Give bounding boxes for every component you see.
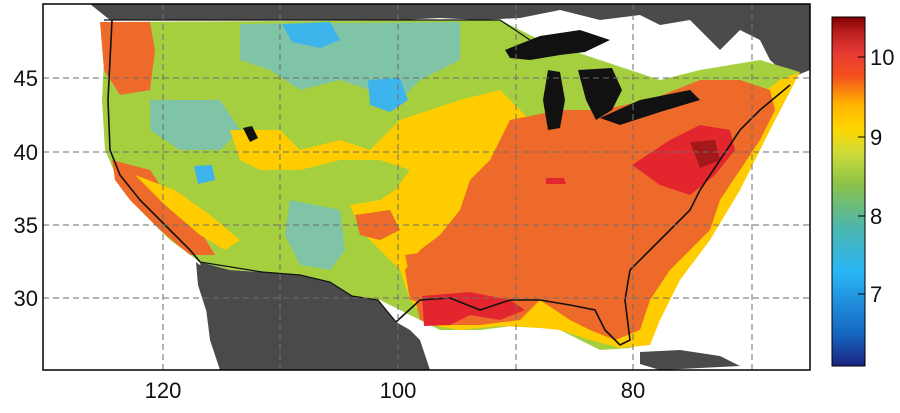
y-axis: 45 40 35 30 (14, 66, 38, 311)
land-caribbean (640, 350, 740, 370)
y-tick-label: 30 (14, 286, 38, 311)
lake-erie-ontario (600, 90, 700, 125)
border-us-canada (104, 19, 531, 41)
lake-superior (505, 30, 610, 60)
colorbar-ticks (858, 56, 865, 295)
field-sw-yellow (135, 175, 240, 250)
field-darkred-ne (690, 140, 720, 168)
field-teal-mid (150, 100, 240, 150)
field-westcoast-orange (100, 22, 155, 95)
colorbar (831, 16, 866, 367)
field-teal-south (285, 200, 345, 270)
y-tick-label: 35 (14, 213, 38, 238)
x-axis: 120 100 80 (145, 378, 646, 403)
colorbar-tick-label: 9 (870, 125, 882, 150)
coastline-gulf (395, 84, 791, 346)
x-tick-label: 80 (621, 378, 645, 403)
colorbar-tick-label: 7 (870, 282, 882, 307)
field-red-tx (422, 292, 525, 326)
colorbar-labels: 10 9 8 7 (870, 45, 894, 307)
gridlines (43, 4, 810, 370)
y-tick-label: 40 (14, 140, 38, 165)
coastline-west (107, 19, 201, 263)
land-canada (43, 4, 810, 78)
lake-michigan (543, 70, 565, 130)
land-baja (196, 262, 250, 370)
colorbar-tick-label: 8 (870, 204, 882, 229)
x-tick-label: 100 (380, 378, 417, 403)
map-border (42, 3, 811, 371)
field-red-spot (546, 178, 566, 184)
y-tick-label: 45 (14, 66, 38, 91)
border-us-mexico (199, 261, 397, 323)
great-salt-lake (243, 126, 258, 142)
x-tick-label: 120 (145, 378, 182, 403)
field-blue-1 (282, 22, 340, 48)
colorbar-tick-label: 10 (870, 45, 894, 70)
land-mexico (200, 262, 430, 370)
lake-huron (578, 68, 622, 120)
field-blue-3 (194, 165, 215, 184)
map-content (43, 4, 810, 370)
